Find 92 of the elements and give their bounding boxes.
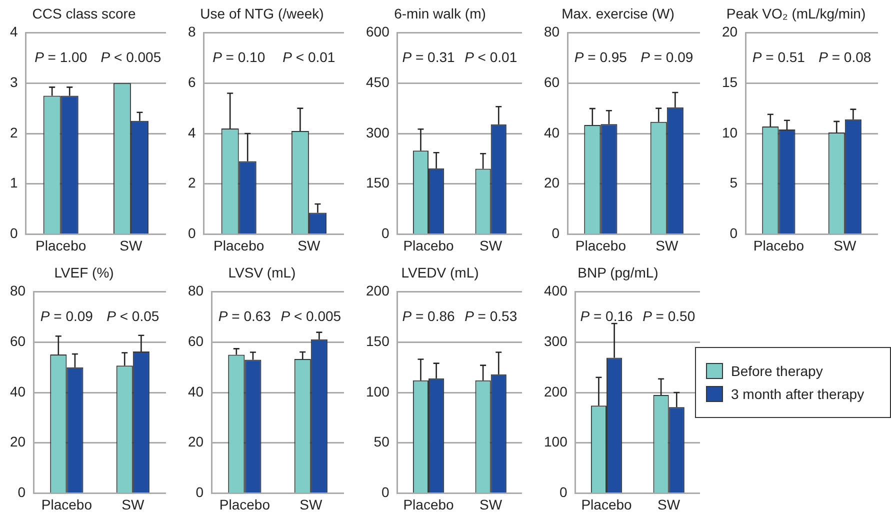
annotation: P < 0.01 bbox=[282, 48, 336, 65]
y-tick-label: 3 bbox=[10, 74, 18, 90]
annotation: P = 0.95 bbox=[574, 48, 628, 65]
annotation: P < 0.005 bbox=[280, 308, 342, 324]
y-tick-label: 80 bbox=[188, 282, 204, 299]
x-tick-label: SW bbox=[480, 237, 503, 254]
y-tick-label: 2 bbox=[188, 174, 196, 191]
x-tick-label: Placebo bbox=[219, 496, 270, 512]
x-tick-label: SW bbox=[834, 237, 857, 254]
y-tick-label: 400 bbox=[544, 282, 568, 299]
annotation: P < 0.005 bbox=[100, 48, 162, 65]
y-tick-label: 0 bbox=[382, 484, 390, 500]
x-tick-label: SW bbox=[298, 237, 322, 254]
annotation: P = 0.50 bbox=[642, 308, 696, 324]
annotation: P = 0.53 bbox=[464, 308, 518, 324]
annotation: P < 0.01 bbox=[464, 48, 518, 65]
y-tick-label: 60 bbox=[544, 74, 560, 90]
chart-title: Use of NTG (/week) bbox=[200, 5, 324, 22]
y-tick-label: 60 bbox=[188, 333, 204, 350]
y-tick-label: 20 bbox=[544, 174, 560, 191]
y-tick-label: 5 bbox=[730, 174, 738, 191]
y-tick-label: 600 bbox=[366, 24, 390, 40]
y-tick-label: 200 bbox=[366, 282, 390, 299]
y-tick-label: 80 bbox=[544, 24, 560, 40]
y-tick-label: 100 bbox=[544, 434, 568, 450]
y-tick-label: 50 bbox=[374, 434, 390, 450]
annotation: P = 0.16 bbox=[580, 308, 634, 324]
y-tick-label: 40 bbox=[188, 383, 204, 400]
y-tick-label: 8 bbox=[188, 24, 196, 40]
x-tick-label: SW bbox=[122, 496, 145, 512]
chart-title: BNP (pg/mL) bbox=[578, 264, 658, 280]
chart-title: CCS class score bbox=[32, 5, 136, 22]
y-tick-label: 4 bbox=[188, 124, 196, 140]
x-tick-label: SW bbox=[480, 496, 503, 512]
y-tick-label: 40 bbox=[544, 124, 560, 140]
y-tick-label: 40 bbox=[10, 383, 26, 400]
y-tick-label: 0 bbox=[552, 225, 560, 242]
chart-title: LVEDV (mL) bbox=[401, 264, 479, 280]
y-tick-label: 0 bbox=[730, 225, 738, 242]
annotation: P = 0.31 bbox=[402, 48, 456, 65]
chart-title: LVSV (mL) bbox=[228, 264, 296, 280]
y-tick-label: 150 bbox=[366, 174, 390, 191]
x-tick-label: Placebo bbox=[214, 237, 264, 254]
annotation: P = 0.09 bbox=[640, 48, 694, 65]
y-tick-label: 0 bbox=[382, 225, 390, 242]
annotation: P = 0.63 bbox=[218, 308, 272, 324]
y-tick-label: 2 bbox=[10, 124, 18, 140]
y-tick-label: 0 bbox=[188, 225, 196, 242]
y-tick-label: 300 bbox=[544, 333, 568, 350]
annotation: P = 0.51 bbox=[752, 48, 806, 65]
y-tick-label: 15 bbox=[722, 74, 738, 90]
y-tick-label: 0 bbox=[18, 484, 26, 500]
x-tick-label: Placebo bbox=[753, 237, 804, 254]
y-tick-label: 6 bbox=[188, 74, 196, 90]
x-tick-label: Placebo bbox=[41, 496, 92, 512]
x-tick-label: Placebo bbox=[575, 237, 626, 254]
annotation: P < 0.05 bbox=[106, 308, 160, 324]
y-tick-label: 200 bbox=[544, 383, 568, 400]
y-tick-label: 4 bbox=[10, 24, 18, 40]
annotation: P = 0.86 bbox=[402, 308, 456, 324]
annotation: P = 1.00 bbox=[34, 48, 88, 65]
legend-label: Before therapy bbox=[731, 363, 823, 379]
chart-title: Max. exercise (W) bbox=[562, 5, 674, 22]
y-tick-label: 20 bbox=[10, 434, 26, 450]
chart-title: Peak VO₂ (mL/kg/min) bbox=[726, 5, 866, 22]
y-tick-label: 20 bbox=[188, 434, 204, 450]
x-tick-label: Placebo bbox=[581, 496, 632, 512]
chart-title: 6-min walk (m) bbox=[394, 5, 486, 22]
y-tick-label: 0 bbox=[10, 225, 18, 242]
annotation: P = 0.09 bbox=[40, 308, 94, 324]
x-tick-label: Placebo bbox=[403, 237, 454, 254]
y-tick-label: 300 bbox=[366, 124, 390, 140]
x-tick-label: SW bbox=[658, 496, 681, 512]
x-tick-label: SW bbox=[120, 237, 144, 254]
y-tick-label: 0 bbox=[196, 484, 204, 500]
y-tick-label: 0 bbox=[560, 484, 568, 500]
x-tick-label: Placebo bbox=[36, 237, 86, 254]
y-tick-label: 150 bbox=[366, 333, 390, 350]
y-tick-label: 1 bbox=[10, 174, 18, 191]
y-tick-label: 100 bbox=[366, 383, 390, 400]
y-tick-label: 60 bbox=[10, 333, 26, 350]
legend-label: 3 month after therapy bbox=[731, 386, 864, 402]
y-tick-label: 80 bbox=[10, 282, 26, 299]
y-tick-label: 20 bbox=[722, 24, 738, 40]
x-tick-label: SW bbox=[300, 496, 323, 512]
y-tick-label: 10 bbox=[722, 124, 738, 140]
annotation: P = 0.08 bbox=[818, 48, 872, 65]
x-tick-label: SW bbox=[656, 237, 679, 254]
y-tick-label: 450 bbox=[366, 74, 390, 90]
x-tick-label: Placebo bbox=[403, 496, 454, 512]
annotation: P = 0.10 bbox=[212, 48, 266, 65]
chart-title: LVEF (%) bbox=[54, 264, 114, 280]
